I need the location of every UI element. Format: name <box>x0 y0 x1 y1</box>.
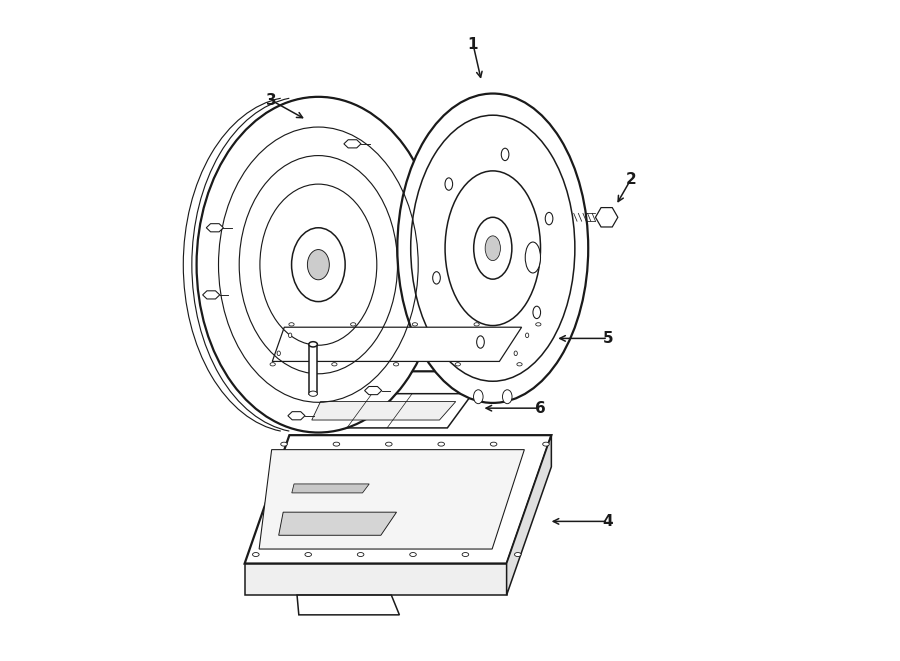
Ellipse shape <box>357 553 364 557</box>
Ellipse shape <box>385 442 392 446</box>
Polygon shape <box>288 412 305 420</box>
Ellipse shape <box>526 333 529 338</box>
Ellipse shape <box>533 306 541 319</box>
Ellipse shape <box>526 242 541 273</box>
Ellipse shape <box>412 323 418 326</box>
Polygon shape <box>292 484 369 493</box>
Polygon shape <box>273 327 522 362</box>
Polygon shape <box>304 394 473 428</box>
Polygon shape <box>245 435 552 564</box>
Ellipse shape <box>410 115 575 381</box>
Polygon shape <box>206 223 223 232</box>
Ellipse shape <box>281 442 287 446</box>
Ellipse shape <box>253 553 259 557</box>
Ellipse shape <box>292 228 345 301</box>
Ellipse shape <box>332 363 337 366</box>
Ellipse shape <box>433 272 440 284</box>
Text: 5: 5 <box>603 331 613 346</box>
Ellipse shape <box>536 323 541 326</box>
Ellipse shape <box>351 323 356 326</box>
Polygon shape <box>202 291 220 299</box>
Ellipse shape <box>289 323 294 326</box>
Polygon shape <box>263 317 544 371</box>
Ellipse shape <box>397 94 589 403</box>
Ellipse shape <box>308 250 329 280</box>
Ellipse shape <box>514 351 518 356</box>
Ellipse shape <box>501 148 508 161</box>
Text: 4: 4 <box>603 514 613 529</box>
Ellipse shape <box>277 351 281 356</box>
Polygon shape <box>297 595 400 615</box>
Ellipse shape <box>270 363 275 366</box>
Ellipse shape <box>309 391 318 397</box>
Ellipse shape <box>477 336 484 348</box>
Ellipse shape <box>438 442 445 446</box>
Polygon shape <box>245 564 507 595</box>
Text: 1: 1 <box>468 36 478 52</box>
Ellipse shape <box>445 178 453 190</box>
Text: 3: 3 <box>266 93 276 108</box>
Polygon shape <box>311 402 455 420</box>
Ellipse shape <box>455 363 461 366</box>
Text: 6: 6 <box>536 401 546 416</box>
Ellipse shape <box>393 363 399 366</box>
Ellipse shape <box>473 217 512 279</box>
Ellipse shape <box>515 553 521 557</box>
Ellipse shape <box>543 442 549 446</box>
Polygon shape <box>344 139 361 148</box>
Polygon shape <box>364 387 382 395</box>
Polygon shape <box>279 512 397 535</box>
Ellipse shape <box>446 171 541 326</box>
Ellipse shape <box>309 342 318 347</box>
Ellipse shape <box>196 97 440 432</box>
Ellipse shape <box>502 390 512 404</box>
Ellipse shape <box>410 553 417 557</box>
Polygon shape <box>507 435 552 595</box>
Ellipse shape <box>485 236 500 260</box>
Ellipse shape <box>474 323 480 326</box>
Ellipse shape <box>289 333 292 338</box>
Ellipse shape <box>491 442 497 446</box>
Ellipse shape <box>305 553 311 557</box>
Ellipse shape <box>333 442 339 446</box>
Bar <box>309 344 318 394</box>
Ellipse shape <box>473 390 483 404</box>
Ellipse shape <box>545 212 553 225</box>
Ellipse shape <box>517 363 522 366</box>
Text: 2: 2 <box>626 172 636 186</box>
Ellipse shape <box>462 553 469 557</box>
Polygon shape <box>596 208 617 227</box>
Polygon shape <box>259 449 525 549</box>
